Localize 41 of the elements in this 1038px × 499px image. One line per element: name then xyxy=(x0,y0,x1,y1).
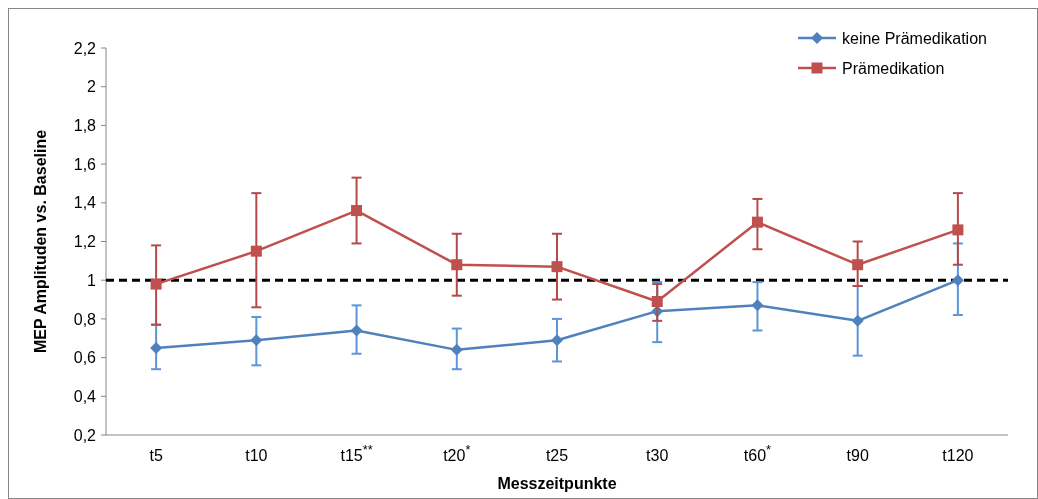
x-tick-label: t15$^{**}$ xyxy=(340,441,373,464)
point xyxy=(852,259,864,271)
point xyxy=(751,216,763,228)
y-tick-label: 2,2 xyxy=(73,39,97,57)
x-axis-title: Messzeitpunkte xyxy=(497,475,617,492)
x-tick-label: t5 xyxy=(149,447,163,464)
point xyxy=(651,295,663,307)
x-tick-label: t90 xyxy=(846,447,869,464)
point xyxy=(851,314,864,327)
x-tick-label: t10 xyxy=(245,447,268,464)
point xyxy=(351,205,363,217)
point xyxy=(150,278,162,290)
x-tick-label: t30 xyxy=(646,447,669,464)
point xyxy=(451,259,463,271)
y-tick-label: 1,6 xyxy=(73,155,97,173)
point xyxy=(951,274,964,287)
y-tick-label: 1,8 xyxy=(73,117,97,134)
point xyxy=(551,334,563,347)
legend-label: Prämedikation xyxy=(842,59,945,77)
y-tick-label: 0,6 xyxy=(73,349,97,367)
x-tick-label: t120 xyxy=(942,447,974,464)
point xyxy=(250,334,263,347)
y-tick-label: 1 xyxy=(87,271,97,289)
y-tick-label: 0,8 xyxy=(73,310,97,328)
point xyxy=(751,299,764,312)
point xyxy=(551,261,563,273)
legend-label: keine Prämedikation xyxy=(842,29,987,47)
y-tick-label: 0,4 xyxy=(73,387,97,405)
x-tick-label: t25 xyxy=(545,447,569,464)
y-axis-title: MEP Amplituden vs. Baseline xyxy=(32,129,49,354)
point xyxy=(150,341,163,354)
x-tick-label: t20$^{*}$ xyxy=(443,441,471,464)
point xyxy=(450,343,463,356)
y-tick-label: 1,4 xyxy=(73,194,97,212)
y-tick-label: 0,2 xyxy=(73,426,97,444)
x-tick-label: t60$^{*}$ xyxy=(743,441,772,464)
point xyxy=(250,245,262,257)
y-tick-label: 2 xyxy=(87,78,97,96)
y-tick-label: 1,2 xyxy=(73,233,97,251)
point xyxy=(952,224,964,236)
point xyxy=(350,324,363,337)
